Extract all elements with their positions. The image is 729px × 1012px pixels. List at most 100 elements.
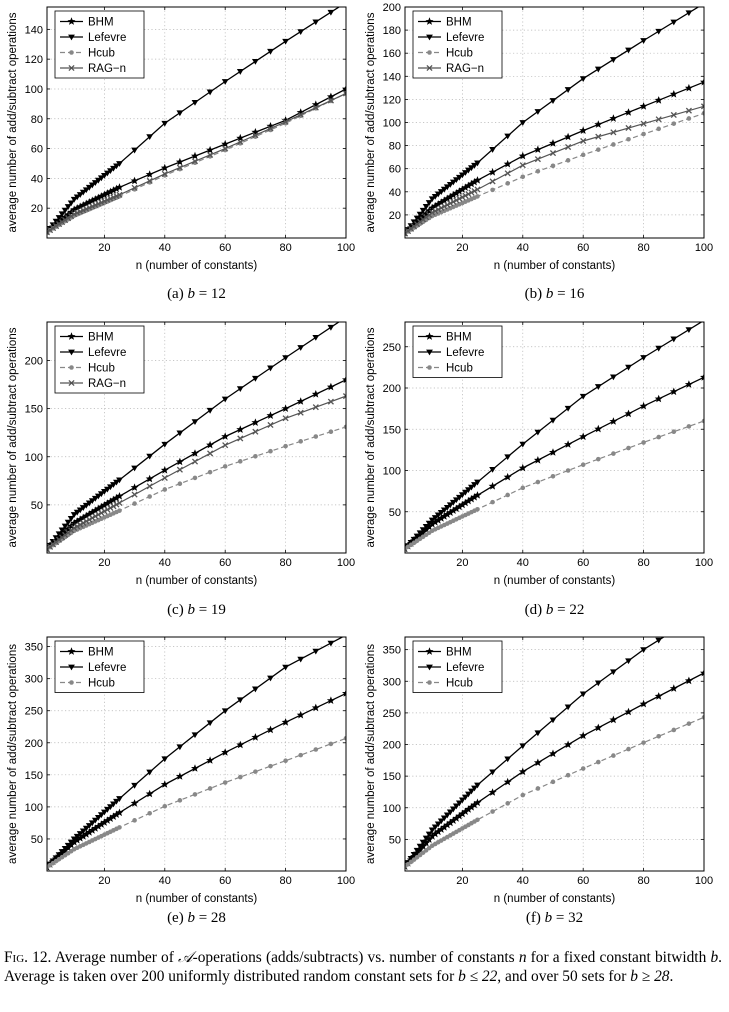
y-tick-label: 250 <box>383 342 401 354</box>
legend-entry: RAG−n <box>446 63 484 75</box>
series-marker <box>446 809 454 816</box>
series-marker <box>74 523 81 530</box>
series-marker <box>564 132 573 141</box>
series-marker <box>92 513 99 520</box>
series-marker <box>440 186 448 193</box>
series-marker <box>431 193 439 200</box>
series-marker <box>440 507 448 514</box>
series-marker <box>564 740 573 749</box>
series-marker <box>471 785 478 792</box>
series-marker <box>489 178 496 185</box>
series-marker <box>434 512 442 519</box>
subfigure-param-name: b <box>546 602 554 618</box>
series-marker <box>656 434 661 440</box>
series-marker <box>471 482 478 488</box>
series-marker <box>297 656 305 663</box>
series-marker <box>58 530 67 539</box>
series-marker <box>503 472 512 481</box>
series-marker <box>611 142 616 147</box>
series-marker <box>88 820 96 827</box>
series-marker <box>449 190 458 199</box>
subfigure-caption: (c) b = 19 <box>167 602 226 618</box>
series-marker <box>490 809 495 814</box>
series-marker <box>237 435 244 442</box>
series-marker <box>434 200 443 208</box>
series-marker <box>146 483 153 490</box>
series-marker <box>175 457 184 466</box>
legend-entry: Lefevre <box>88 347 126 359</box>
series-marker <box>489 467 496 473</box>
series-marker <box>564 704 572 711</box>
series-marker <box>68 64 75 72</box>
series-marker <box>452 497 460 504</box>
series-marker <box>82 187 90 194</box>
series-marker <box>413 217 422 226</box>
series-marker <box>177 798 183 803</box>
series-marker <box>455 800 463 807</box>
series-marker <box>426 34 433 41</box>
series-marker <box>251 418 260 426</box>
subfigure-param-value: = 12 <box>195 286 226 302</box>
series-marker <box>176 744 184 751</box>
subfigure-param-name: b <box>187 910 195 926</box>
series-marker <box>160 780 169 788</box>
x-tick-label: 20 <box>98 242 110 254</box>
series-marker <box>73 836 82 844</box>
series-marker <box>67 647 76 655</box>
chart-c: 20 40 60 80 100 50 100 150 200 n (number of const… <box>7 321 355 618</box>
series-marker <box>58 215 67 223</box>
series-marker <box>236 697 244 704</box>
series-marker <box>437 514 446 522</box>
series-marker <box>471 187 478 195</box>
series-marker <box>104 170 111 177</box>
series-marker <box>113 479 120 486</box>
series-marker <box>443 820 452 829</box>
series-marker <box>640 120 647 127</box>
series-marker <box>85 828 94 836</box>
series-marker <box>428 832 437 840</box>
series-marker <box>595 147 601 152</box>
series-marker <box>343 424 346 430</box>
series-marker <box>326 382 335 391</box>
series-marker <box>684 83 693 92</box>
series-marker <box>475 194 480 199</box>
series-marker <box>112 810 121 818</box>
series-marker <box>534 156 541 163</box>
series-marker <box>117 508 122 513</box>
series-marker <box>458 797 466 804</box>
series-marker <box>594 384 602 390</box>
series-marker <box>296 397 305 405</box>
series-marker <box>191 151 199 160</box>
series-marker <box>112 184 121 193</box>
series-marker <box>504 756 512 763</box>
series-marker <box>311 100 320 108</box>
series-marker <box>221 748 230 756</box>
series-marker <box>267 48 274 55</box>
series-marker <box>437 189 445 195</box>
y-tick-label: 250 <box>25 706 43 718</box>
series-marker <box>425 17 434 25</box>
y-tick-label: 200 <box>383 740 401 752</box>
series-marker <box>656 733 661 739</box>
series-marker <box>425 831 433 838</box>
series-marker <box>579 432 588 441</box>
series-marker <box>533 456 542 464</box>
series-marker <box>425 520 433 527</box>
series-marker <box>639 102 648 110</box>
series-marker <box>191 158 199 165</box>
series-marker <box>88 196 97 205</box>
series-marker <box>464 805 473 813</box>
series-marker <box>550 163 556 169</box>
subfigure-caption: (e) b = 28 <box>167 910 226 926</box>
series-marker <box>549 417 557 424</box>
series-marker <box>440 512 449 520</box>
series-marker <box>132 501 137 506</box>
series-marker <box>103 189 112 197</box>
series-marker <box>176 466 183 473</box>
series-marker <box>89 514 96 522</box>
series-marker <box>282 38 289 45</box>
series-marker <box>176 164 183 171</box>
series-marker <box>446 818 455 827</box>
series-marker <box>488 788 497 796</box>
series-marker <box>91 506 100 514</box>
